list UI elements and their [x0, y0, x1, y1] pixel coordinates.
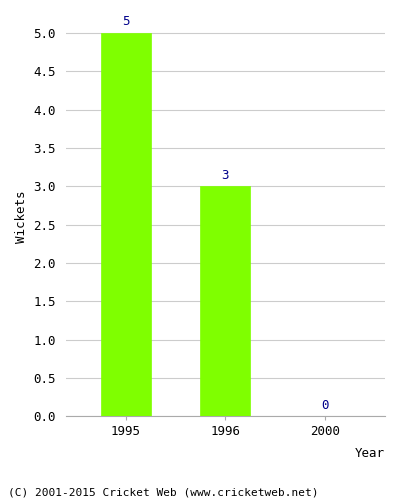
Text: Year: Year — [355, 447, 385, 460]
Y-axis label: Wickets: Wickets — [15, 191, 28, 244]
Bar — [200, 186, 250, 416]
Text: 0: 0 — [321, 399, 329, 412]
Text: (C) 2001-2015 Cricket Web (www.cricketweb.net): (C) 2001-2015 Cricket Web (www.cricketwe… — [8, 488, 318, 498]
Text: 3: 3 — [222, 169, 229, 182]
Text: 5: 5 — [122, 16, 129, 28]
Bar — [101, 33, 150, 416]
